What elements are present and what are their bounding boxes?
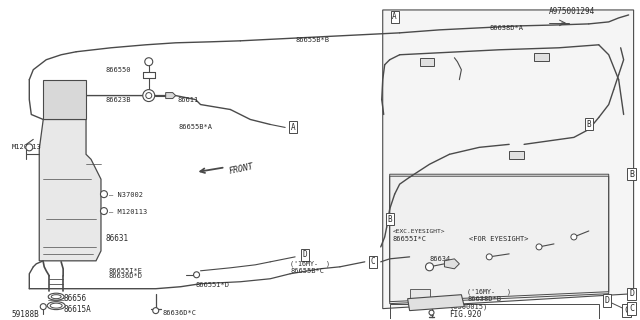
Polygon shape: [39, 119, 101, 261]
Circle shape: [153, 308, 159, 314]
Text: D: D: [629, 289, 634, 298]
Text: <EXC.EYESIGHT>: <EXC.EYESIGHT>: [393, 229, 445, 235]
Circle shape: [536, 244, 542, 250]
Circle shape: [429, 310, 434, 315]
Circle shape: [193, 272, 200, 278]
Bar: [534, 53, 549, 61]
Circle shape: [100, 191, 108, 198]
Text: A: A: [392, 12, 397, 21]
Polygon shape: [444, 259, 460, 269]
Text: 86631: 86631: [106, 235, 129, 244]
Ellipse shape: [51, 295, 61, 299]
Text: 86655B*B: 86655B*B: [295, 37, 329, 43]
Text: ('16MY-   ): ('16MY- ): [467, 288, 511, 295]
Text: 86615A: 86615A: [63, 305, 91, 314]
Text: C: C: [624, 306, 629, 315]
Circle shape: [40, 304, 46, 310]
Polygon shape: [44, 80, 86, 119]
Bar: [390, 304, 599, 320]
Text: C: C: [371, 257, 375, 266]
Text: 866550: 866550: [106, 67, 131, 73]
Text: 86634: 86634: [429, 256, 451, 262]
Circle shape: [143, 90, 155, 101]
Text: 86611: 86611: [178, 97, 199, 102]
Text: D: D: [303, 250, 307, 260]
Polygon shape: [166, 92, 175, 99]
Text: ('16MY-  ): ('16MY- ): [290, 260, 330, 267]
Text: 86655I*E: 86655I*E: [109, 268, 143, 274]
Text: (0500015): (0500015): [449, 303, 488, 310]
Circle shape: [145, 58, 153, 66]
Text: 86655I*C: 86655I*C: [393, 236, 427, 242]
Text: M120113: M120113: [12, 144, 41, 150]
Bar: [420, 58, 435, 66]
Text: 59188B: 59188B: [12, 310, 39, 319]
Text: D: D: [604, 296, 609, 305]
Text: 86636D*D: 86636D*D: [109, 273, 143, 279]
Text: A: A: [291, 123, 296, 132]
Circle shape: [100, 208, 108, 214]
Text: 86656: 86656: [63, 294, 86, 303]
Text: 86638D*B: 86638D*B: [467, 296, 501, 302]
Ellipse shape: [48, 293, 64, 300]
Polygon shape: [390, 174, 609, 304]
Text: C: C: [629, 304, 634, 313]
Text: B: B: [586, 120, 591, 129]
Ellipse shape: [47, 302, 65, 310]
Text: 86636D*C: 86636D*C: [163, 310, 196, 316]
Text: 86655B*A: 86655B*A: [179, 124, 212, 131]
Circle shape: [426, 263, 433, 271]
Circle shape: [146, 92, 152, 99]
Circle shape: [26, 144, 33, 151]
Polygon shape: [383, 10, 634, 308]
Text: FRONT: FRONT: [228, 162, 255, 176]
Bar: [509, 151, 524, 159]
Text: <FOR EYESIGHT>: <FOR EYESIGHT>: [469, 236, 529, 242]
Text: B: B: [629, 170, 634, 179]
Polygon shape: [408, 295, 465, 311]
Text: FIG.920: FIG.920: [449, 310, 482, 319]
Circle shape: [571, 234, 577, 240]
Text: 86655B*C: 86655B*C: [290, 268, 324, 274]
Text: — N37002: — N37002: [109, 192, 143, 198]
Ellipse shape: [50, 303, 62, 308]
Text: B: B: [387, 214, 392, 224]
Bar: [410, 289, 429, 304]
Circle shape: [486, 254, 492, 260]
Text: A975001294: A975001294: [549, 7, 595, 16]
Text: 86638D*A: 86638D*A: [489, 25, 524, 31]
Text: 86655I*D: 86655I*D: [196, 282, 230, 288]
Text: 86623B: 86623B: [106, 97, 131, 102]
Text: — M120113: — M120113: [109, 209, 147, 215]
